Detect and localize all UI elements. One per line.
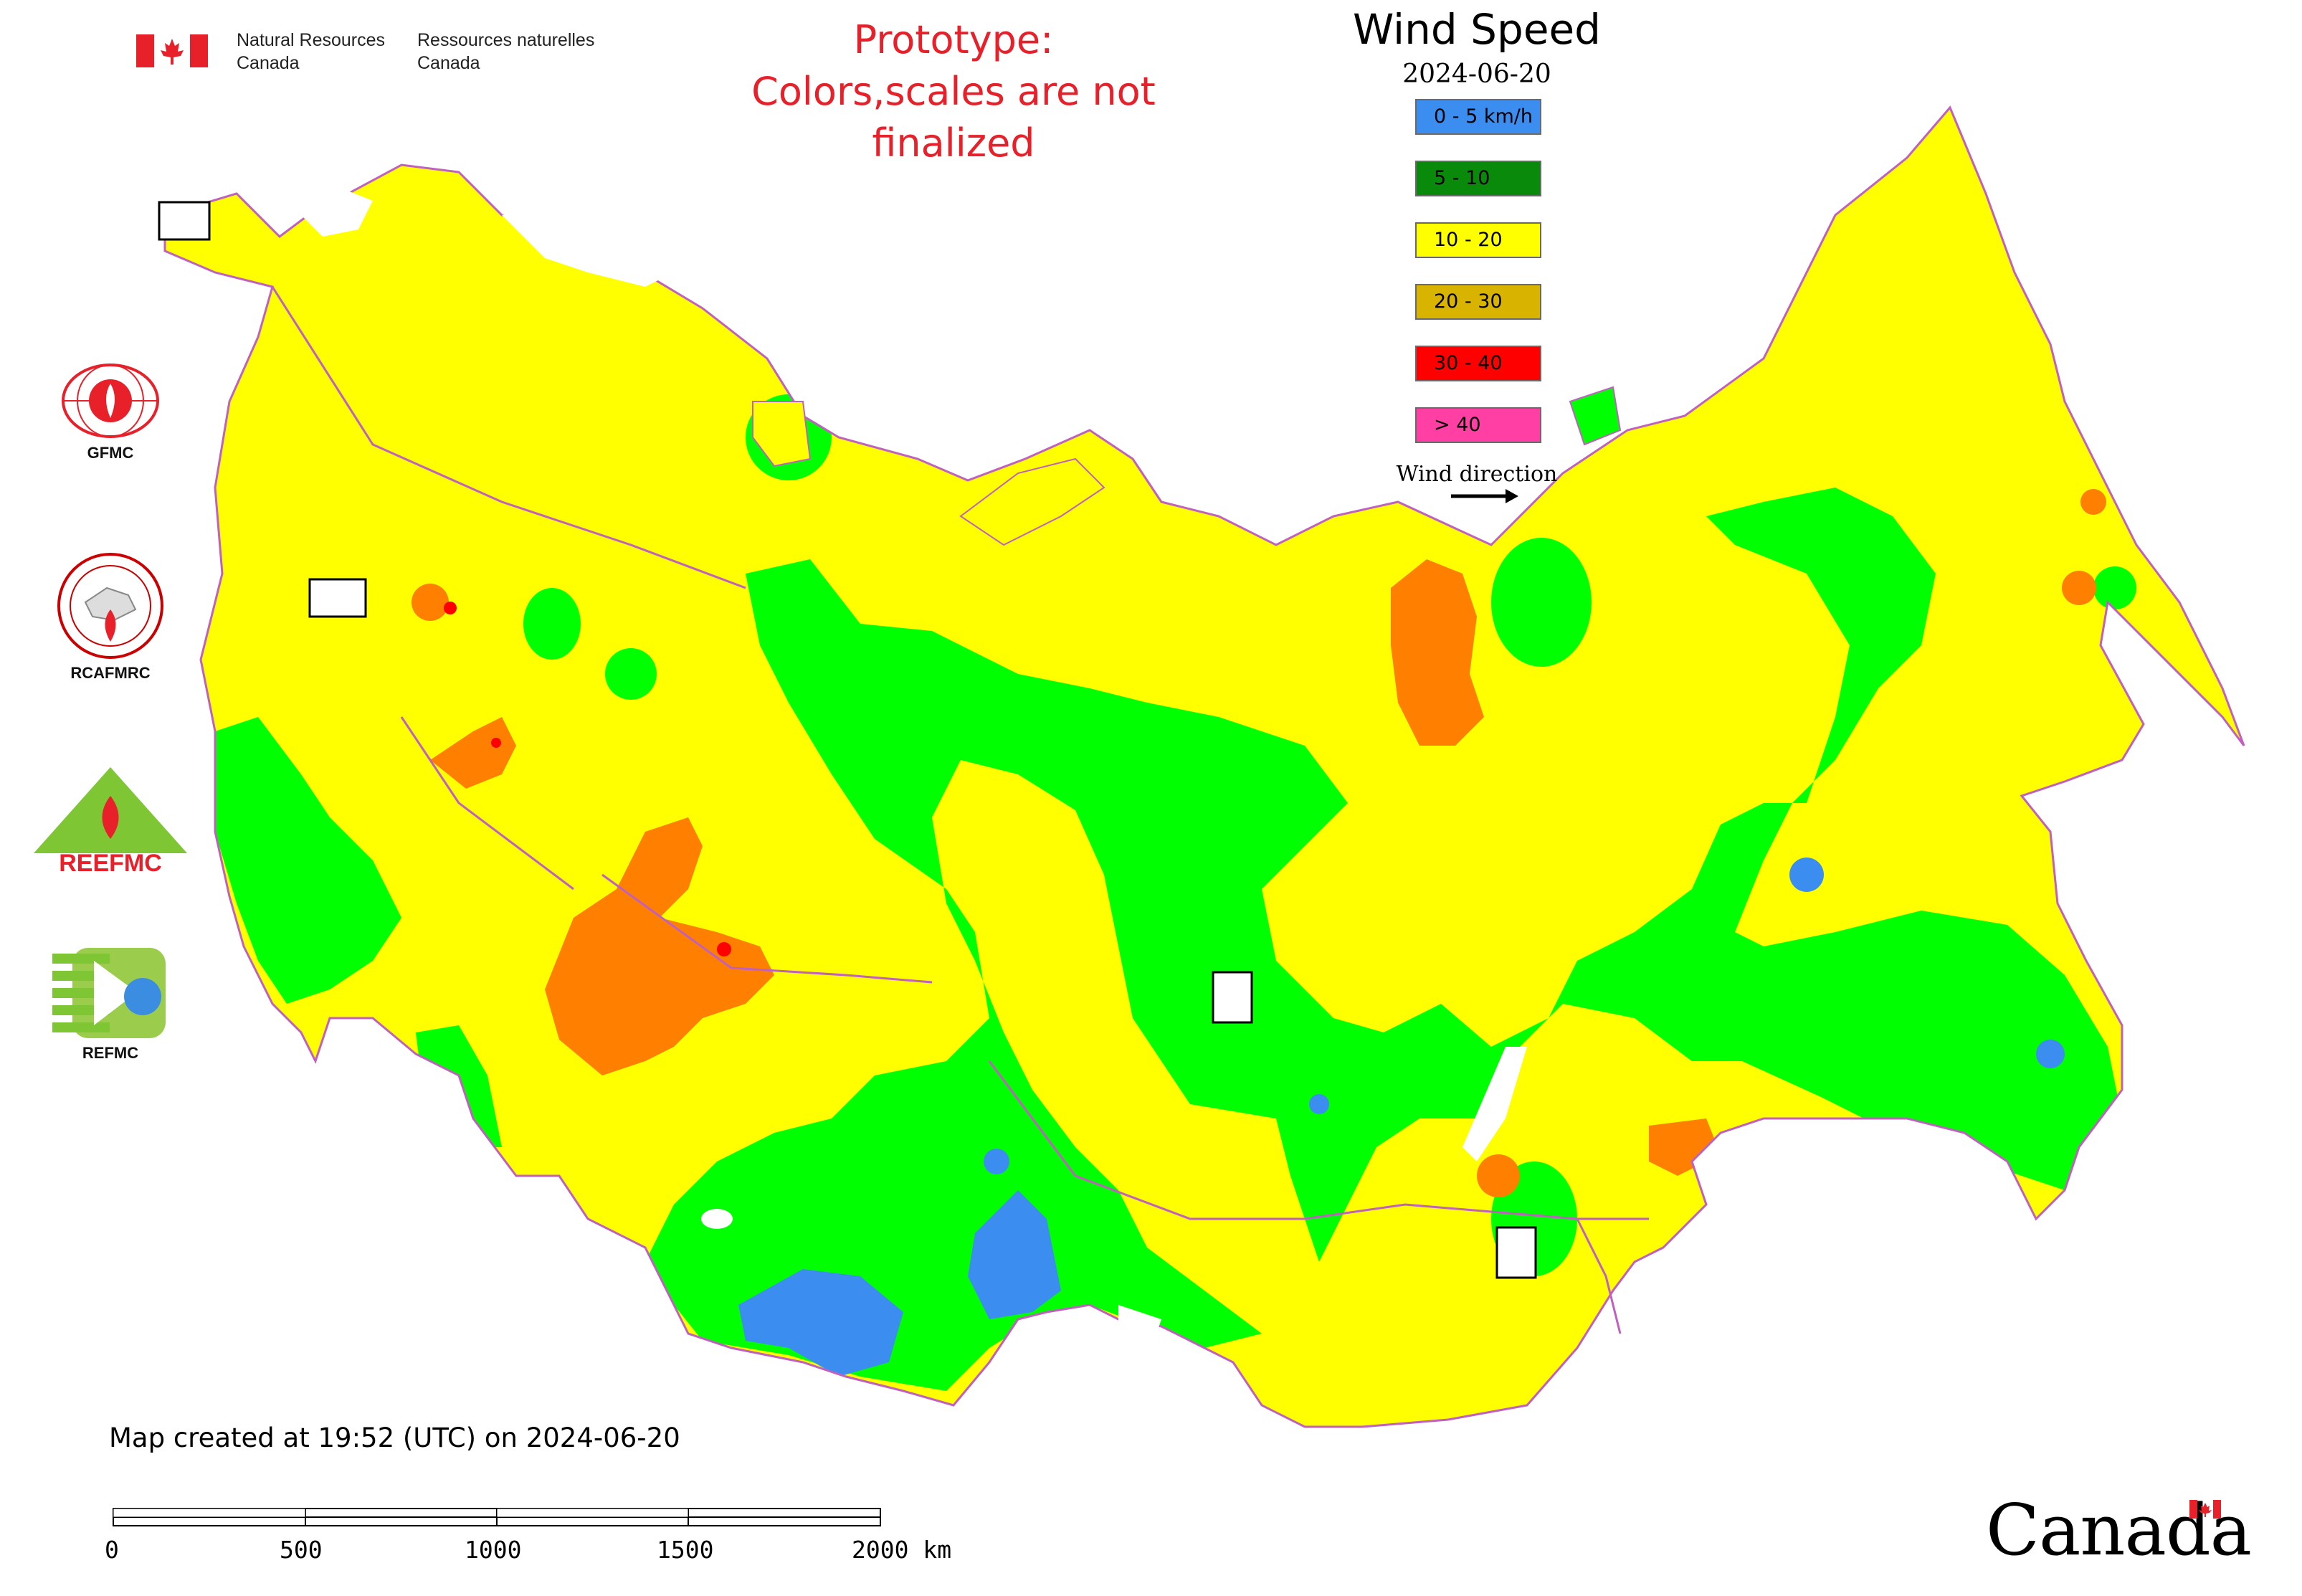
prototype-line1: Prototype:: [853, 17, 1054, 62]
legend-item-5: > 40: [1415, 407, 1541, 443]
prototype-notice: Prototype: Colors,scales are not finaliz…: [667, 14, 1240, 169]
legend-item-0: 0 - 5 km/h: [1415, 99, 1541, 135]
reefmc-logo-text: REEFMC: [59, 850, 162, 875]
reefmc-logo-icon: REEFMC: [34, 767, 187, 877]
legend-date: 2024-06-20: [1402, 60, 1551, 89]
wordmark-flag-icon: [2189, 1500, 2221, 1519]
legend-title: Wind Speed: [1352, 5, 1602, 54]
scale-label-0: 0: [105, 1536, 119, 1564]
refmc-label: REFMC: [82, 1044, 139, 1062]
canada-wordmark-text: Canada: [1986, 1490, 2252, 1572]
canada-wordmark: Canada: [1986, 1490, 2252, 1572]
legend-item-2: 10 - 20: [1415, 222, 1541, 258]
reefmc-logo: REEFMC: [32, 767, 189, 879]
scale-label-500: 500: [280, 1536, 323, 1564]
legend-item-3: 20 - 30: [1415, 284, 1541, 320]
prototype-line2: Colors,scales are not finalized: [751, 69, 1156, 166]
scale-label-1500: 1500: [657, 1536, 714, 1564]
legend-item-1: 5 - 10: [1415, 161, 1541, 196]
scale-label-1000: 1000: [465, 1536, 522, 1564]
wind-direction-label: Wind direction: [1396, 462, 1558, 487]
refmc-logo-icon: [52, 948, 166, 1038]
rcafmrc-logo: RCAFMRC: [39, 552, 182, 683]
gfmc-logo: GFMC: [39, 362, 182, 462]
map-created-text: Map created at 19:52 (UTC) on 2024-06-20: [109, 1422, 680, 1453]
gfmc-logo-icon: [62, 364, 159, 438]
gfmc-label: GFMC: [87, 444, 134, 462]
nrcan-en-line1: Natural Resources: [237, 30, 386, 50]
nrcan-english: Natural Resources Canada: [237, 29, 385, 75]
nrcan-fr-line2: Canada: [417, 53, 480, 73]
nrcan-fr-line1: Ressources naturelles: [417, 30, 595, 50]
canada-flag-icon: [136, 34, 208, 67]
scale-bar: [113, 1508, 881, 1526]
legend-item-4: 30 - 40: [1415, 346, 1541, 381]
rcafmrc-logo-icon: [57, 553, 163, 659]
wind-arrow-icon: [1451, 489, 1518, 503]
nrcan-french: Ressources naturelles Canada: [417, 29, 594, 75]
refmc-logo: REFMC: [39, 946, 182, 1063]
scale-label-2000: 2000 km: [852, 1536, 952, 1564]
nrcan-en-line2: Canada: [237, 53, 300, 73]
rcafmrc-label: RCAFMRC: [70, 664, 151, 682]
